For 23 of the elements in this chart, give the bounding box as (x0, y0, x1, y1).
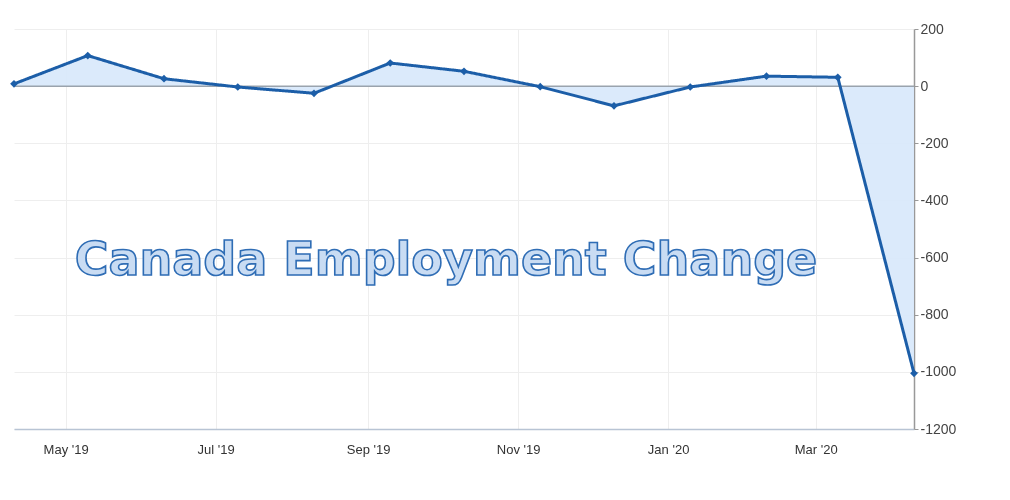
x-tick-label: May '19 (43, 441, 89, 457)
point (910, 369, 918, 378)
y-tick-label: -800 (920, 306, 949, 323)
x-tick-label: Sep '19 (346, 441, 391, 457)
x-tick-label: Jan '20 (647, 441, 690, 457)
point (83, 51, 92, 60)
x-tick-label: Jul '19 (197, 441, 235, 457)
point (610, 101, 618, 110)
y-tick-label: -200 (920, 134, 949, 151)
y-tick-label: 200 (920, 20, 945, 37)
text: Canada Employment Change (74, 232, 818, 286)
point (310, 89, 318, 98)
y-tick-label: -1000 (920, 363, 957, 380)
point (160, 74, 168, 83)
y-tick-label: -400 (920, 191, 949, 208)
x-tick-label: Mar '20 (794, 441, 838, 457)
y-tick-label: 0 (920, 77, 929, 94)
point (536, 82, 545, 91)
point (460, 67, 468, 76)
y-tick-label: -600 (920, 249, 949, 266)
y-tick-label: -1200 (920, 420, 957, 437)
point (10, 79, 18, 88)
x-tick-label: Nov '19 (496, 441, 541, 457)
